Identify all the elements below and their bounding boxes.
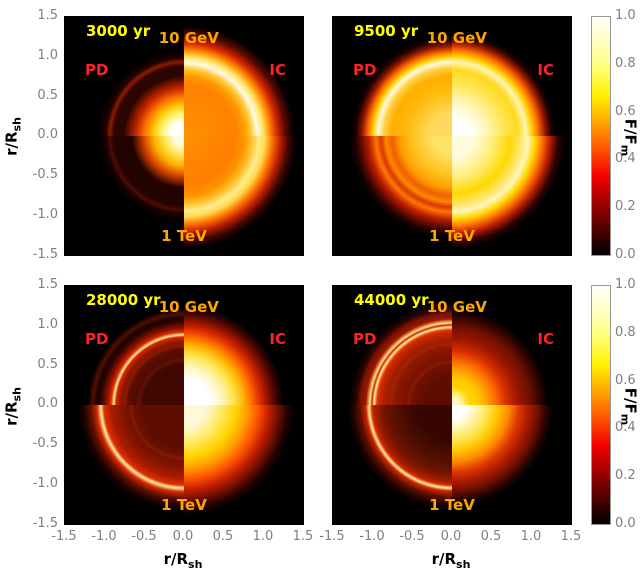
colorbar-tick-label: 0.6 bbox=[615, 373, 636, 388]
energy-label-top: 10 GeV bbox=[158, 29, 219, 47]
process-label-pd: PD bbox=[85, 330, 109, 348]
y-tick-label: 0.5 bbox=[37, 88, 58, 103]
colorbar-tick-label: 0.0 bbox=[615, 247, 636, 262]
heatmap-quadrant-ic-10gev bbox=[184, 285, 304, 405]
panel-44000yr: 44000 yr 10 GeV PD IC 1 TeV bbox=[332, 285, 572, 525]
x-tick-label: -0.5 bbox=[399, 529, 425, 544]
colorbar-tick-label: 0.4 bbox=[615, 420, 636, 435]
y-tick-label: 1.0 bbox=[37, 317, 58, 332]
y-tick-label: -1.0 bbox=[32, 207, 58, 222]
heatmap-quadrant-pd-1tev bbox=[64, 405, 184, 525]
x-tick-label: -0.5 bbox=[131, 529, 157, 544]
process-label-ic: IC bbox=[269, 330, 286, 348]
colorbar-tick-label: 1.0 bbox=[615, 8, 636, 23]
process-label-ic: IC bbox=[537, 61, 554, 79]
process-label-pd: PD bbox=[353, 61, 377, 79]
energy-label-bottom: 1 TeV bbox=[161, 227, 207, 245]
panel-9500yr: 9500 yr 10 GeV PD IC 1 TeV bbox=[332, 16, 572, 256]
y-tick-label: 1.0 bbox=[37, 48, 58, 63]
colorbar-tick-label: 0.4 bbox=[615, 151, 636, 166]
x-tick-label: 0.0 bbox=[440, 529, 462, 544]
energy-label-top: 10 GeV bbox=[426, 29, 487, 47]
x-tick-label: 1.0 bbox=[520, 529, 542, 544]
heatmap-quadrant-pd-10gev bbox=[64, 285, 184, 405]
heatmap-quadrant-pd-1tev bbox=[332, 136, 452, 256]
x-tick-label: -1.0 bbox=[91, 529, 117, 544]
y-tick-label: 0.5 bbox=[37, 357, 58, 372]
colorbar-top bbox=[591, 16, 611, 256]
colorbar-tick-label: 0.2 bbox=[615, 199, 636, 214]
x-tick-label: 0.0 bbox=[172, 529, 194, 544]
process-label-ic: IC bbox=[269, 61, 286, 79]
x-tick-label: 1.5 bbox=[560, 529, 582, 544]
heatmap-quadrant-ic-1tev bbox=[184, 136, 304, 256]
heatmap-quadrant-ic-10gev bbox=[452, 285, 572, 405]
panel-age-title: 3000 yr bbox=[86, 22, 151, 40]
heatmap-quadrant-ic-1tev bbox=[452, 405, 572, 525]
energy-label-top: 10 GeV bbox=[158, 298, 219, 316]
process-label-pd: PD bbox=[353, 330, 377, 348]
y-tick-label: -1.5 bbox=[32, 516, 58, 531]
y-axis-label: r/Rsh bbox=[2, 117, 24, 156]
x-tick-label: -1.0 bbox=[359, 529, 385, 544]
colorbar-tick-label: 0.0 bbox=[615, 516, 636, 531]
colorbar-axis-label: F/Fm bbox=[618, 118, 640, 157]
y-tick-label: -1.0 bbox=[32, 476, 58, 491]
heatmap-quadrant-pd-10gev bbox=[332, 285, 452, 405]
y-tick-label: -0.5 bbox=[32, 167, 58, 182]
x-tick-label: -1.5 bbox=[319, 529, 345, 544]
y-tick-label: 0.0 bbox=[37, 396, 58, 411]
colorbar-bottom bbox=[591, 285, 611, 525]
y-tick-label: 1.5 bbox=[37, 8, 58, 23]
heatmap-quadrant-ic-10gev bbox=[452, 16, 572, 136]
panel-age-title: 44000 yr bbox=[354, 291, 429, 309]
x-tick-label: 1.5 bbox=[292, 529, 314, 544]
colorbar-tick-label: 0.8 bbox=[615, 56, 636, 71]
x-tick-label: 1.0 bbox=[252, 529, 274, 544]
x-axis-label: r/Rsh bbox=[163, 550, 203, 571]
heatmap-quadrant-pd-10gev bbox=[332, 16, 452, 136]
y-axis-label: r/Rsh bbox=[2, 387, 24, 426]
panel-age-title: 28000 yr bbox=[86, 291, 161, 309]
panel-age-title: 9500 yr bbox=[354, 22, 419, 40]
heatmap-quadrant-ic-1tev bbox=[184, 405, 304, 525]
y-tick-label: -0.5 bbox=[32, 436, 58, 451]
colorbar-tick-label: 0.6 bbox=[615, 104, 636, 119]
heatmap-quadrant-pd-10gev bbox=[64, 16, 184, 136]
heatmap-quadrant-ic-10gev bbox=[184, 16, 304, 136]
heatmap-quadrant-pd-1tev bbox=[64, 136, 184, 256]
panel-3000yr: 3000 yr 10 GeV PD IC 1 TeV bbox=[64, 16, 304, 256]
energy-label-bottom: 1 TeV bbox=[429, 496, 475, 514]
x-axis-label: r/Rsh bbox=[431, 550, 471, 571]
x-tick-label: 0.5 bbox=[212, 529, 234, 544]
process-label-pd: PD bbox=[85, 61, 109, 79]
colorbar-tick-label: 0.2 bbox=[615, 468, 636, 483]
energy-label-top: 10 GeV bbox=[426, 298, 487, 316]
colorbar-tick-label: 1.0 bbox=[615, 277, 636, 292]
energy-label-bottom: 1 TeV bbox=[429, 227, 475, 245]
y-tick-label: 0.0 bbox=[37, 127, 58, 142]
panel-28000yr: 28000 yr 10 GeV PD IC 1 TeV bbox=[64, 285, 304, 525]
y-tick-label: 1.5 bbox=[37, 277, 58, 292]
heatmap-quadrant-pd-1tev bbox=[332, 405, 452, 525]
x-tick-label: 0.5 bbox=[480, 529, 502, 544]
x-tick-label: -1.5 bbox=[51, 529, 77, 544]
colorbar-axis-label: F/Fm bbox=[618, 387, 640, 426]
heatmap-quadrant-ic-1tev bbox=[452, 136, 572, 256]
y-tick-label: -1.5 bbox=[32, 247, 58, 262]
energy-label-bottom: 1 TeV bbox=[161, 496, 207, 514]
colorbar-tick-label: 0.8 bbox=[615, 325, 636, 340]
process-label-ic: IC bbox=[537, 330, 554, 348]
